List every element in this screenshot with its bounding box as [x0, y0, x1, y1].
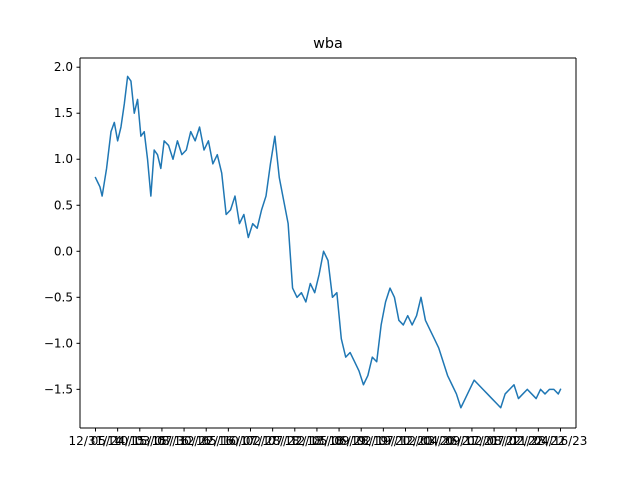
- plot-area: [80, 58, 576, 428]
- y-axis: 2.0 1.5 1.0 0.5 0.0 −0.5 −1.0 −1.5: [44, 60, 80, 396]
- x-tick-label: 07/30/16: [157, 434, 211, 448]
- x-tick-label: 02/08/22: [467, 434, 521, 448]
- x-tick-label: 07/22/18: [268, 434, 322, 448]
- x-tick-label: 12/13/18: [290, 434, 344, 448]
- series-line: [94, 75, 562, 409]
- y-tick-label: −1.0: [44, 336, 73, 350]
- chart-title: wba: [313, 36, 343, 52]
- x-tick-label: 09/17/21: [445, 434, 499, 448]
- x-axis: 12/31/1405/24/1510/15/1503/08/1607/30/16…: [69, 428, 588, 448]
- y-tick-label: 1.0: [54, 152, 73, 166]
- x-tick-label: 04/26/21: [423, 434, 477, 448]
- x-tick-label: 07/12/20: [379, 434, 433, 448]
- x-tick-label: 07/02/22: [489, 434, 543, 448]
- x-tick-label: 05/06/19: [312, 434, 366, 448]
- x-tick-label: 02/28/18: [246, 434, 300, 448]
- y-tick-label: 0.0: [54, 244, 73, 258]
- axes-frame: [79, 57, 577, 429]
- x-tick-label: 12/31/14: [69, 434, 123, 448]
- x-tick-label: 03/08/16: [135, 434, 189, 448]
- x-tick-label: 11/23/22: [511, 434, 565, 448]
- y-tick-label: 1.5: [54, 106, 73, 120]
- x-tick-label: 09/28/19: [334, 434, 388, 448]
- y-tick-label: 0.5: [54, 198, 73, 212]
- x-tick-label: 12/03/20: [401, 434, 455, 448]
- y-tick-label: 2.0: [54, 60, 73, 74]
- x-tick-label: 05/24/15: [91, 434, 145, 448]
- x-tick-label: 12/22/16: [179, 434, 233, 448]
- x-tick-label: 04/16/23: [534, 434, 588, 448]
- x-tick-label: 02/19/20: [356, 434, 410, 448]
- y-tick-label: −0.5: [44, 290, 73, 304]
- x-tick-label: 05/16/17: [201, 434, 255, 448]
- y-tick-label: −1.5: [44, 382, 73, 396]
- x-tick-label: 10/15/15: [113, 434, 167, 448]
- plot-background: [80, 58, 576, 428]
- x-tick-label: 10/07/17: [224, 434, 278, 448]
- series-layer: [94, 75, 562, 409]
